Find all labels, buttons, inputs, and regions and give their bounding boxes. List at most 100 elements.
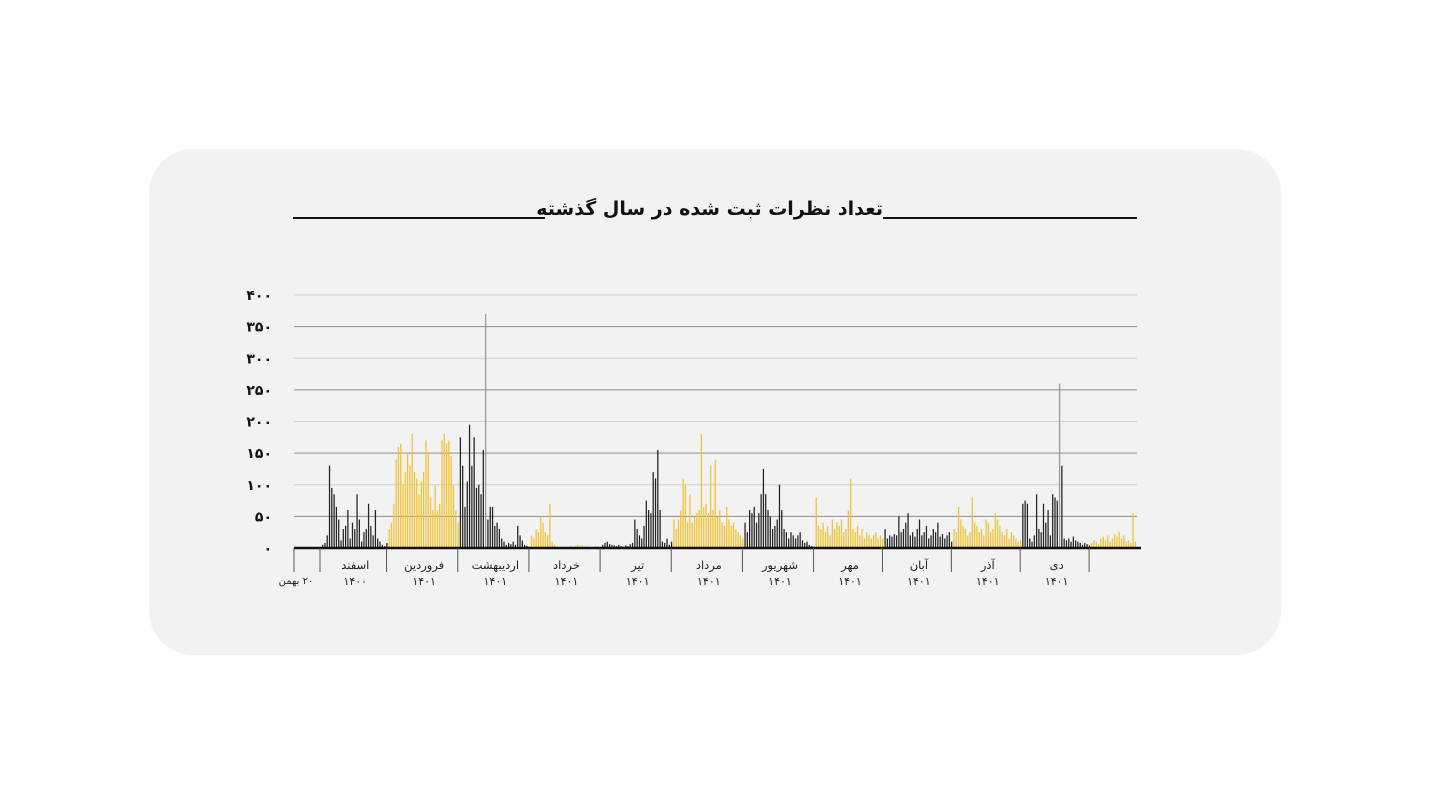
year-label: ۱۴۰۰ xyxy=(343,575,367,588)
bar xyxy=(645,500,647,548)
bar xyxy=(459,437,462,548)
bar xyxy=(930,535,932,548)
year-label: ۱۴۰۱ xyxy=(626,575,650,588)
bar xyxy=(413,472,416,548)
bar xyxy=(638,535,641,548)
bar xyxy=(1035,494,1038,548)
bar xyxy=(494,525,496,548)
bar xyxy=(670,541,673,548)
bar xyxy=(668,544,670,548)
bar xyxy=(406,453,409,549)
bar xyxy=(850,478,852,548)
bar xyxy=(613,545,615,548)
bar xyxy=(916,529,918,548)
bar xyxy=(726,506,728,548)
bar xyxy=(1079,542,1081,548)
bar xyxy=(365,529,367,548)
bar xyxy=(1015,538,1017,548)
bar xyxy=(707,513,709,548)
start-date-label: ۲۰ بهمن xyxy=(279,576,314,587)
bar xyxy=(923,532,925,548)
bar xyxy=(521,540,523,548)
bar xyxy=(478,484,480,548)
month-label: آبان xyxy=(910,558,929,572)
bar xyxy=(340,540,342,548)
bar xyxy=(450,456,452,548)
bar xyxy=(631,542,634,548)
bar xyxy=(377,538,379,548)
bar xyxy=(886,538,889,548)
bar xyxy=(629,544,631,548)
bar xyxy=(925,525,928,548)
bar xyxy=(937,522,939,548)
bar xyxy=(783,529,785,548)
bar xyxy=(409,465,411,548)
bar xyxy=(1107,535,1109,548)
month-label: آذر xyxy=(980,558,996,573)
y-tick-label: ۲۵۰ xyxy=(246,383,272,399)
bar xyxy=(872,535,875,548)
bar xyxy=(1065,540,1068,548)
bar xyxy=(751,513,753,548)
bar xyxy=(996,519,999,548)
bar xyxy=(400,443,402,548)
bar xyxy=(475,487,478,548)
bar xyxy=(829,535,831,548)
bar xyxy=(349,538,351,548)
bar xyxy=(788,538,790,548)
bar xyxy=(501,538,503,548)
title-rule-left xyxy=(293,217,545,219)
y-tick-label: ۵۰ xyxy=(255,509,272,525)
chart-title: تعداد نظرات ثبت شده در سال گذشته xyxy=(536,198,883,220)
bar xyxy=(987,522,990,548)
bar xyxy=(542,522,544,548)
bar xyxy=(448,440,450,548)
year-label: ۱۴۰۱ xyxy=(976,575,1000,588)
bar xyxy=(512,541,514,548)
bar xyxy=(388,529,390,548)
bar xyxy=(955,532,957,548)
bar xyxy=(335,506,338,548)
bar xyxy=(863,538,866,548)
bar xyxy=(999,525,1001,548)
bar xyxy=(641,538,643,548)
bar xyxy=(716,516,719,549)
bar xyxy=(939,536,941,548)
bar xyxy=(363,532,365,548)
bar xyxy=(1019,540,1022,548)
bar xyxy=(432,510,434,548)
month-label: مهر xyxy=(840,558,859,573)
bar xyxy=(1081,544,1084,548)
bar xyxy=(932,529,934,548)
bar xyxy=(503,541,505,548)
bar xyxy=(540,516,542,549)
bar xyxy=(602,544,604,548)
bar xyxy=(436,510,439,548)
bar xyxy=(367,503,370,548)
bar xyxy=(464,506,466,548)
bar xyxy=(990,532,992,548)
bar xyxy=(551,541,553,548)
bar xyxy=(992,529,994,548)
bar xyxy=(1068,538,1070,548)
bar xyxy=(1088,545,1091,548)
bar xyxy=(907,513,909,548)
bar xyxy=(918,519,921,548)
bar xyxy=(517,525,519,548)
bar xyxy=(549,503,551,548)
bar xyxy=(328,465,331,548)
bar xyxy=(980,529,983,548)
bar xyxy=(420,481,422,548)
year-label: ۱۴۰۱ xyxy=(1045,575,1069,588)
bar xyxy=(895,535,898,548)
bar xyxy=(1047,510,1049,548)
bar xyxy=(659,510,661,548)
bar xyxy=(951,541,953,548)
chart-card xyxy=(149,149,1281,655)
bar xyxy=(976,525,978,548)
bar xyxy=(696,513,698,548)
bar xyxy=(354,529,356,548)
bar xyxy=(698,510,700,548)
bar xyxy=(732,522,735,548)
